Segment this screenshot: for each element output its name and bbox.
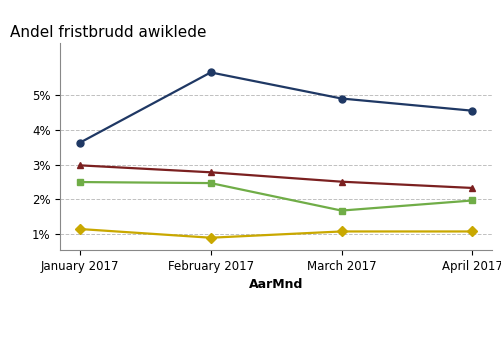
Helgelandssykehuset HF (338, 96, 344, 101)
Nordlandssykehuset HF (77, 163, 83, 167)
Helgelandssykehuset HF (468, 109, 474, 113)
Nordlandssykehuset HF (207, 170, 213, 175)
Helgelandssykehuset HF (77, 141, 83, 145)
Universitetssykehuset i Nord-Norge HF (468, 229, 474, 233)
Line: Finnmarkssykehuset HF: Finnmarkssykehuset HF (76, 178, 475, 214)
Universitetssykehuset i Nord-Norge HF (338, 229, 344, 233)
Finnmarkssykehuset HF (207, 181, 213, 185)
Nordlandssykehuset HF (468, 186, 474, 190)
Universitetssykehuset i Nord-Norge HF (207, 236, 213, 240)
Finnmarkssykehuset HF (338, 208, 344, 213)
Text: Andel fristbrudd awiklede: Andel fristbrudd awiklede (10, 25, 206, 40)
Universitetssykehuset i Nord-Norge HF (77, 227, 83, 231)
Nordlandssykehuset HF (338, 180, 344, 184)
Helgelandssykehuset HF (207, 70, 213, 75)
Line: Universitetssykehuset i Nord-Norge HF: Universitetssykehuset i Nord-Norge HF (76, 226, 475, 241)
Finnmarkssykehuset HF (468, 198, 474, 203)
Line: Helgelandssykehuset HF: Helgelandssykehuset HF (76, 69, 475, 146)
X-axis label: AarMnd: AarMnd (248, 278, 303, 291)
Finnmarkssykehuset HF (77, 180, 83, 184)
Line: Nordlandssykehuset HF: Nordlandssykehuset HF (76, 162, 475, 191)
